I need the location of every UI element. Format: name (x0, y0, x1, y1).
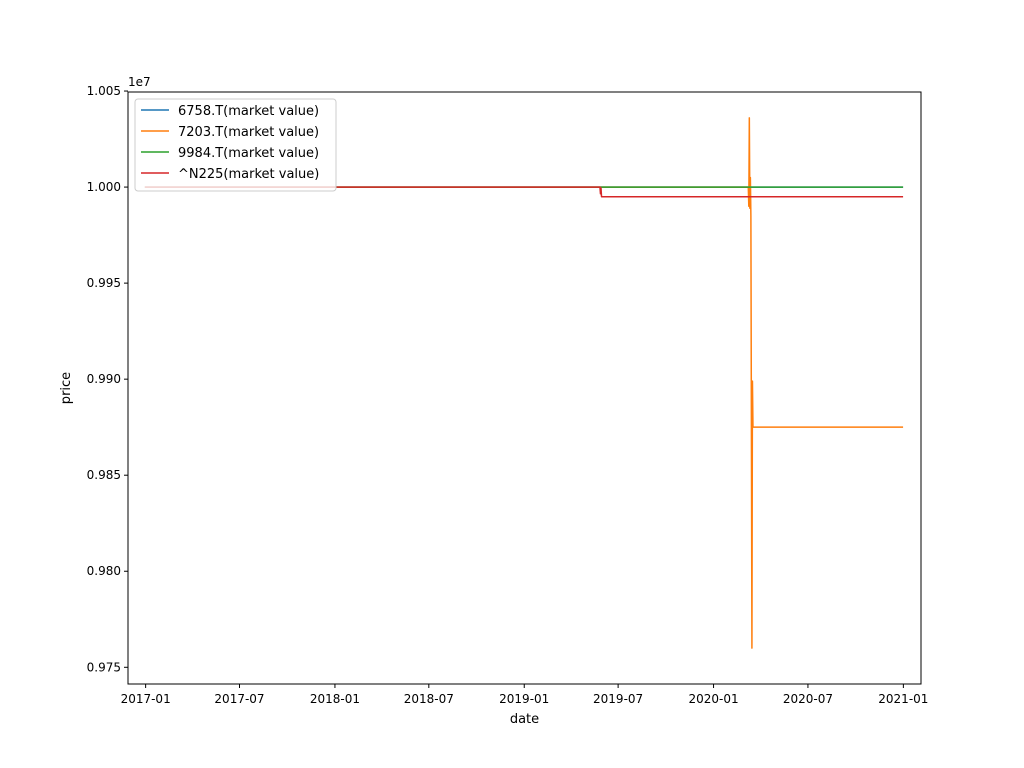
y-tick-label: 1.005 (87, 84, 121, 98)
y-axis-label: price (59, 372, 74, 404)
x-tick-label: 2019-01 (499, 692, 549, 706)
x-tick-label: 2020-07 (783, 692, 833, 706)
legend-label: 9984.T(market value) (178, 146, 319, 161)
y-tick-label: 0.975 (87, 660, 121, 674)
x-tick-label: 2019-07 (593, 692, 643, 706)
x-tick-label: 2018-07 (404, 692, 454, 706)
legend-box (134, 98, 337, 192)
x-axis-label: date (510, 712, 539, 727)
y-offset-label: 1e7 (128, 75, 151, 89)
y-tick-label: 1.000 (87, 180, 121, 194)
series-line-3 (144, 186, 904, 198)
ticks: 2017-01 2017-07 2018-01 2018-07 2019-01 2019-… (87, 84, 929, 706)
y-tick-label: 0.980 (87, 564, 121, 578)
x-tick-label: 2021-01 (878, 692, 928, 706)
y-tick-label: 0.990 (87, 372, 121, 386)
legend-label: 7203.T(market value) (178, 125, 319, 140)
y-tick-label: 0.985 (87, 468, 121, 482)
legend: 6758.T(market value) 7203.T(market value)… (134, 98, 337, 192)
legend-label: 6758.T(market value) (178, 104, 319, 119)
x-tick-label: 2018-01 (310, 692, 360, 706)
y-tick-label: 0.995 (87, 276, 121, 290)
x-tick-label: 2017-07 (214, 692, 264, 706)
x-tick-label: 2017-01 (121, 692, 171, 706)
x-tick-label: 2020-01 (688, 692, 738, 706)
legend-label: ^N225(market value) (178, 167, 319, 182)
series-line-1 (144, 117, 904, 649)
